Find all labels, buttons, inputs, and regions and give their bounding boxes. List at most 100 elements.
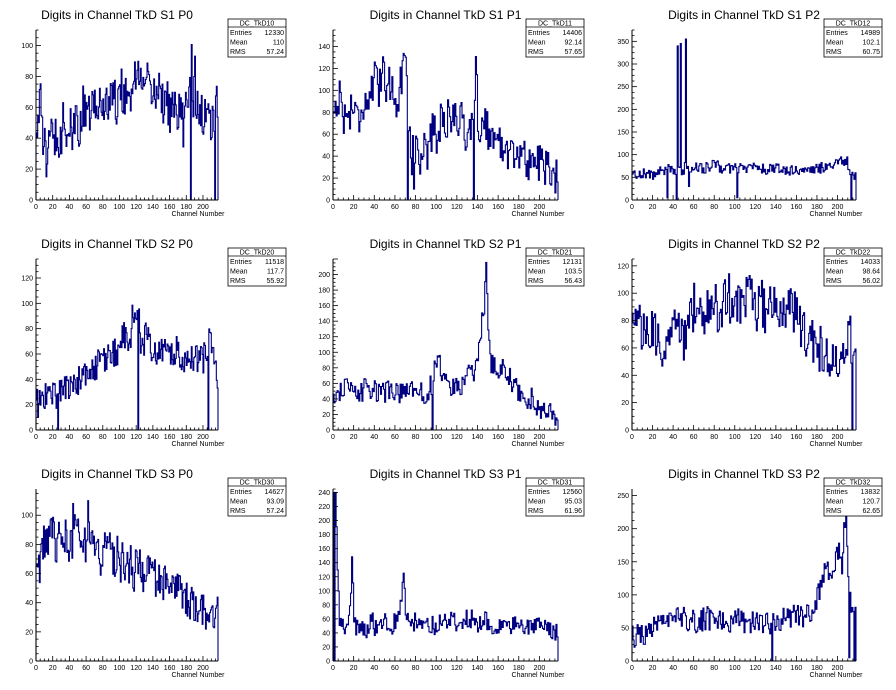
y-tick-label: 100 xyxy=(21,43,33,50)
x-tick-label: 200 xyxy=(832,434,844,441)
y-tick-label: 150 xyxy=(617,559,629,566)
y-tick-label: 60 xyxy=(25,571,33,578)
stats-box-frame xyxy=(823,247,883,287)
x-tick-label: 180 xyxy=(180,665,192,672)
x-tick-label: 20 xyxy=(49,665,57,672)
plot-title: Digits in Channel TkD S1 P0 xyxy=(41,8,193,22)
x-tick-label: 20 xyxy=(350,434,358,441)
x-tick-label: 200 xyxy=(534,665,546,672)
x-tick-label: 40 xyxy=(370,665,378,672)
y-tick-label: 200 xyxy=(617,107,629,114)
x-tick-label: 160 xyxy=(164,434,176,441)
x-tick-label: 140 xyxy=(770,204,782,211)
x-tick-label: 140 xyxy=(147,665,159,672)
stats-row-label: RMS xyxy=(528,49,544,56)
stats-row-label: RMS xyxy=(826,278,842,285)
y-tick-label: 180 xyxy=(318,532,330,539)
x-tick-label: 20 xyxy=(649,665,657,672)
y-tick-label: 60 xyxy=(25,352,33,359)
x-axis-title: Channel Number xyxy=(172,441,226,448)
stats-row-value: 60.75 xyxy=(862,49,880,56)
stats-row-label: Mean xyxy=(230,499,248,506)
stats-row-value: 57.24 xyxy=(266,508,284,515)
stats-row-value: 120.7 xyxy=(862,499,880,506)
histogram-series-line xyxy=(35,43,219,201)
stats-row-value: 14627 xyxy=(265,489,285,496)
stats-box-frame xyxy=(525,247,585,287)
x-tick-label: 40 xyxy=(669,434,677,441)
x-tick-label: 160 xyxy=(492,665,504,672)
y-tick-label: 0 xyxy=(625,198,629,205)
y-tick-label: 0 xyxy=(625,659,629,666)
x-tick-label: 120 xyxy=(749,204,761,211)
plot-title: Digits in Channel TkD S3 P2 xyxy=(668,467,820,481)
stats-row-label: Entries xyxy=(528,259,550,266)
x-tick-label: 120 xyxy=(451,434,463,441)
stats-box-name: DC_TkD20 xyxy=(240,250,275,257)
stats-box-name: DC_TkD30 xyxy=(240,480,275,487)
histogram-pad-s3p2: Digits in Channel TkD S3 P2 0 20 40 60 80 100 1… xyxy=(617,467,883,679)
stats-row-value: 95.03 xyxy=(564,499,582,506)
y-tick-label: 20 xyxy=(25,402,33,409)
stats-row-value: 117.7 xyxy=(267,269,284,276)
x-tick-label: 140 xyxy=(472,204,484,211)
y-tick-label: 20 xyxy=(621,400,629,407)
stats-row-label: RMS xyxy=(230,508,246,515)
y-tick-label: 200 xyxy=(318,272,330,279)
stats-row-label: Mean xyxy=(230,269,248,276)
x-tick-label: 120 xyxy=(130,434,142,441)
stats-row-label: RMS xyxy=(230,278,246,285)
x-tick-label: 140 xyxy=(472,434,484,441)
x-tick-label: 80 xyxy=(99,204,107,211)
y-tick-label: 100 xyxy=(318,350,330,357)
x-tick-label: 0 xyxy=(331,434,335,441)
x-tick-label: 60 xyxy=(690,665,698,672)
y-tick-label: 60 xyxy=(322,616,330,623)
plot-title: Digits in Channel TkD S2 P2 xyxy=(668,237,820,251)
x-tick-label: 80 xyxy=(412,204,420,211)
y-tick-label: 20 xyxy=(322,176,330,183)
y-tick-label: 250 xyxy=(617,493,629,500)
x-tick-label: 200 xyxy=(534,434,546,441)
x-tick-label: 120 xyxy=(749,665,761,672)
x-tick-label: 160 xyxy=(791,665,803,672)
x-tick-label: 100 xyxy=(114,665,126,672)
x-tick-label: 20 xyxy=(649,204,657,211)
stats-row-label: Entries xyxy=(528,489,550,496)
x-tick-label: 180 xyxy=(180,434,192,441)
y-tick-label: 120 xyxy=(21,276,33,283)
plot-title: Digits in Channel TkD S2 P0 xyxy=(41,237,193,251)
histogram-series-line xyxy=(332,261,559,431)
x-tick-label: 160 xyxy=(164,204,176,211)
y-tick-label: 40 xyxy=(322,630,330,637)
stats-row-label: RMS xyxy=(826,49,842,56)
y-tick-label: 20 xyxy=(322,412,330,419)
histogram-pad-s2p0: Digits in Channel TkD S2 P0 0 20 40 60 80 100 1… xyxy=(21,237,287,448)
stats-row-value: 14033 xyxy=(861,259,881,266)
stats-box: DC_TkD20 Entries 11518 Mean 117.7 RMS 55.92 xyxy=(227,247,287,287)
x-tick-label: 40 xyxy=(669,204,677,211)
x-tick-label: 40 xyxy=(370,204,378,211)
stats-box: DC_TkD22 Entries 14033 Mean 98.64 RMS 56.02 xyxy=(823,247,883,287)
x-tick-label: 20 xyxy=(649,434,657,441)
stats-row-label: Entries xyxy=(230,30,252,37)
y-tick-label: 40 xyxy=(25,377,33,384)
y-tick-label: 120 xyxy=(318,334,330,341)
x-tick-label: 100 xyxy=(430,434,442,441)
stats-box-frame xyxy=(823,18,883,58)
x-tick-label: 200 xyxy=(197,204,209,211)
x-tick-label: 0 xyxy=(630,665,634,672)
x-tick-label: 20 xyxy=(49,204,57,211)
x-tick-label: 40 xyxy=(669,665,677,672)
y-tick-label: 200 xyxy=(617,526,629,533)
y-tick-label: 100 xyxy=(318,588,330,595)
stats-box-frame xyxy=(227,247,287,287)
x-tick-label: 80 xyxy=(99,665,107,672)
x-tick-label: 20 xyxy=(49,434,57,441)
y-tick-label: 60 xyxy=(322,381,330,388)
x-tick-label: 120 xyxy=(130,665,142,672)
y-tick-label: 140 xyxy=(318,560,330,567)
y-tick-label: 20 xyxy=(25,167,33,174)
stats-box: DC_TkD12 Entries 14989 Mean 102.1 RMS 60.75 xyxy=(823,18,883,58)
y-tick-label: 80 xyxy=(25,326,33,333)
